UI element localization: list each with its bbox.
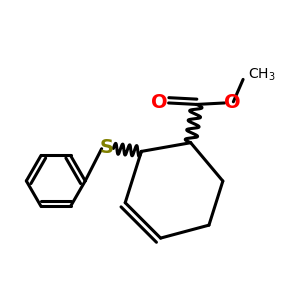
- Text: O: O: [224, 93, 241, 112]
- Text: S: S: [100, 138, 114, 157]
- Text: CH$_3$: CH$_3$: [248, 67, 276, 83]
- Text: O: O: [152, 93, 168, 112]
